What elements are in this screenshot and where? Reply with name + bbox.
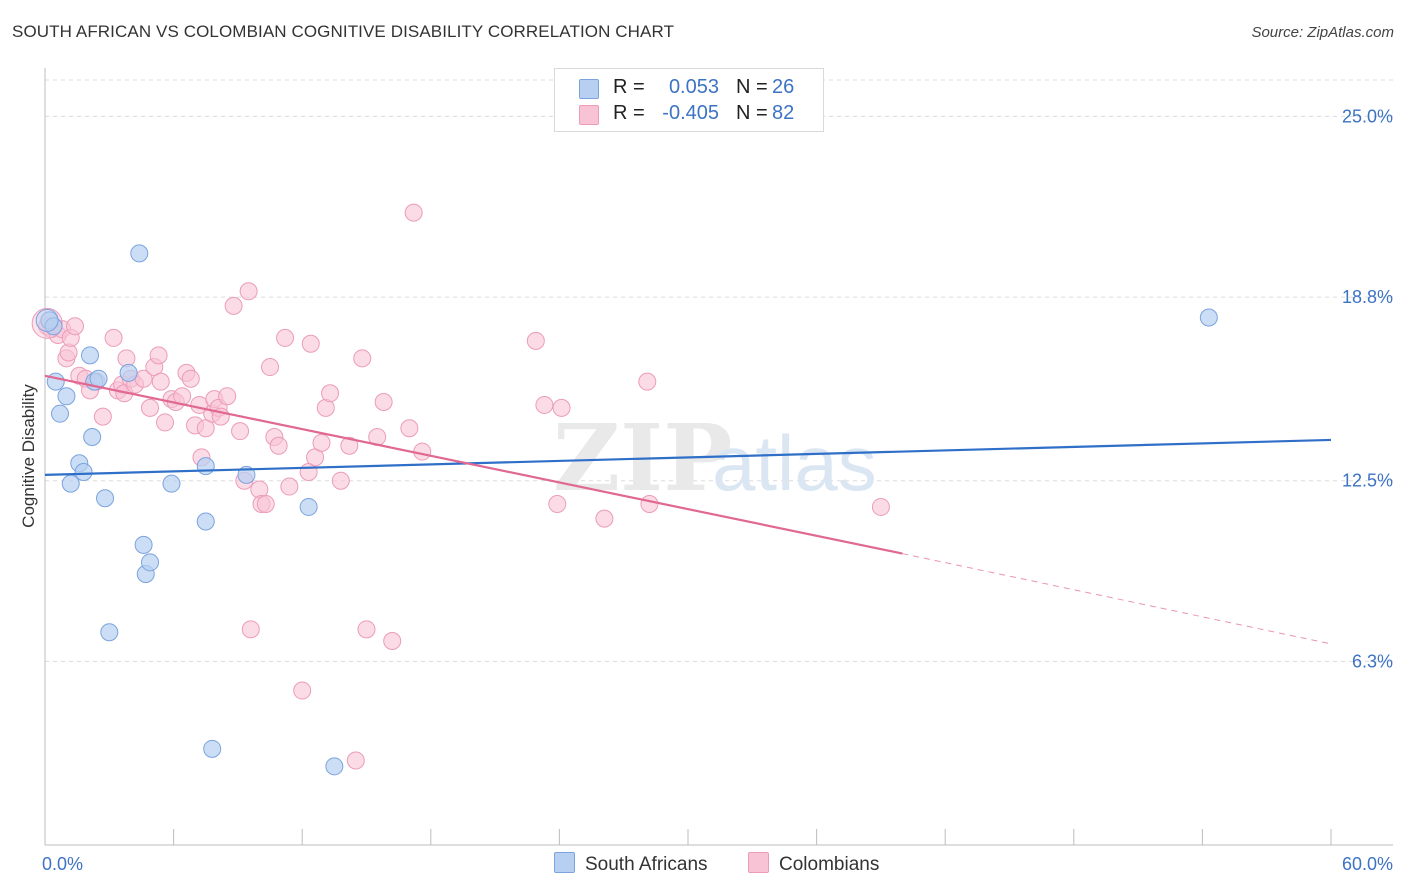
colombians-point bbox=[595, 509, 614, 528]
south-africans-point bbox=[100, 623, 119, 642]
colombians-point bbox=[552, 398, 571, 417]
colombians-point bbox=[261, 358, 280, 377]
source-label: Source: ZipAtlas.com bbox=[1251, 24, 1394, 41]
colombians-point bbox=[548, 495, 567, 514]
bottom-legend-swatch-blue bbox=[554, 852, 575, 873]
colombians-point bbox=[93, 407, 112, 426]
colombians-point bbox=[280, 477, 299, 496]
south-africans-point bbox=[74, 462, 93, 481]
colombians-trend-line-extension bbox=[902, 553, 1332, 645]
south-africans-point bbox=[162, 474, 181, 493]
colombians-point bbox=[104, 328, 123, 347]
legend-swatch-blue bbox=[579, 79, 599, 99]
south-africans-point bbox=[83, 428, 102, 446]
colombians-point bbox=[66, 317, 85, 336]
x-tick-label: 0.0% bbox=[42, 854, 83, 874]
colombians-point bbox=[156, 413, 175, 432]
legend-n-value: 82 bbox=[772, 102, 795, 124]
y-tick-label: 25.0% bbox=[1342, 106, 1393, 126]
south-africans-point bbox=[299, 497, 318, 516]
colombians-point bbox=[374, 393, 393, 412]
colombians-point bbox=[640, 495, 659, 514]
south-africans-point bbox=[237, 465, 256, 484]
legend-n-label: N = bbox=[736, 102, 768, 124]
legend-box: R = 0.053 N = 26 R = -0.405 N = 82 bbox=[554, 68, 824, 132]
colombians-point bbox=[231, 422, 250, 441]
colombians-point bbox=[312, 433, 331, 452]
trend-lines bbox=[44, 374, 1332, 645]
colombians-point bbox=[149, 346, 168, 365]
x-tick-label: 60.0% bbox=[1342, 854, 1393, 874]
south-africans-point bbox=[141, 553, 160, 572]
colombians-point bbox=[181, 369, 200, 388]
colombians-point bbox=[256, 495, 275, 514]
south-africans-point bbox=[130, 244, 149, 263]
colombians-point bbox=[269, 436, 288, 455]
south-africans-point bbox=[57, 387, 76, 406]
colombians-point bbox=[321, 384, 340, 403]
grid-lines bbox=[45, 79, 1393, 662]
watermark-atlas: atlas bbox=[712, 419, 877, 507]
legend-swatch-pink bbox=[579, 105, 599, 125]
bottom-legend-label: Colombians bbox=[779, 854, 880, 875]
south-africans-point bbox=[203, 739, 222, 758]
south-africans-point-cluster bbox=[35, 308, 59, 332]
legend-r-value: 0.053 bbox=[668, 76, 719, 98]
south-africans-point bbox=[96, 489, 115, 508]
colombians-point bbox=[340, 436, 359, 455]
colombians-point bbox=[301, 334, 320, 353]
colombians-point bbox=[293, 681, 312, 700]
colombians-point bbox=[535, 395, 554, 414]
south-africans-trend-line bbox=[44, 438, 1332, 476]
colombians-point bbox=[141, 398, 160, 417]
y-tick-label: 18.8% bbox=[1342, 287, 1393, 307]
colombians-point bbox=[239, 282, 258, 301]
colombians-point bbox=[357, 620, 376, 639]
y-tick-label: 12.5% bbox=[1342, 471, 1393, 491]
south-africans-point bbox=[1199, 308, 1218, 327]
bottom-legend-label: South Africans bbox=[585, 854, 708, 875]
bottom-legend-south-africans: South Africans bbox=[554, 852, 708, 876]
colombians-point bbox=[218, 387, 237, 406]
south-africans-point bbox=[325, 757, 344, 776]
y-tick-label: 6.3% bbox=[1352, 651, 1393, 671]
bottom-legend-colombians: Colombians bbox=[748, 852, 879, 876]
y-axis-label: Cognitive Disability bbox=[19, 384, 38, 528]
colombians-point bbox=[526, 331, 545, 350]
colombians-point bbox=[400, 419, 419, 438]
colombians-point bbox=[151, 372, 170, 391]
south-africans-point bbox=[119, 363, 138, 382]
colombians-point bbox=[404, 203, 423, 222]
south-africans-point bbox=[51, 404, 70, 423]
south-africans-point bbox=[81, 346, 100, 365]
legend-n-value: 26 bbox=[772, 76, 795, 98]
south-africans-point bbox=[196, 457, 215, 476]
south-africans-point bbox=[196, 512, 215, 531]
legend-r-label: R = bbox=[613, 76, 645, 98]
colombians-point bbox=[413, 442, 432, 461]
colombians-point bbox=[638, 372, 657, 391]
colombians-point bbox=[383, 632, 402, 650]
colombians-point bbox=[346, 751, 365, 770]
watermark: ZIP atlas bbox=[553, 404, 877, 512]
legend-r-label: R = bbox=[613, 102, 645, 124]
colombians-point bbox=[353, 349, 372, 368]
legend-r-value: -0.405 bbox=[662, 102, 719, 124]
south-africans-point bbox=[134, 535, 153, 554]
colombians-point bbox=[241, 620, 260, 639]
axes bbox=[44, 68, 1393, 846]
colombians-point bbox=[331, 471, 350, 490]
legend-n-label: N = bbox=[736, 76, 768, 98]
tick-labels: 6.3% 12.5% 18.8% 25.0% 0.0% 60.0% bbox=[42, 106, 1393, 874]
colombians-point bbox=[871, 497, 890, 516]
chart-title: SOUTH AFRICAN VS COLOMBIAN COGNITIVE DIS… bbox=[12, 22, 675, 41]
colombians-trend-line bbox=[44, 374, 903, 555]
colombians-point bbox=[224, 296, 243, 315]
colombians-point bbox=[276, 328, 295, 347]
bottom-legend-swatch-pink bbox=[748, 852, 769, 873]
